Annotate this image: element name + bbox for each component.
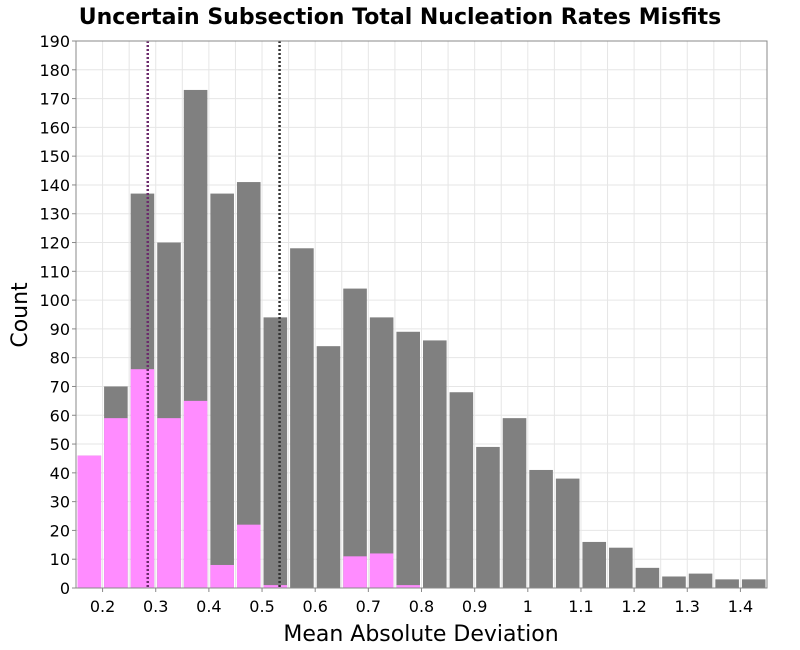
x-tick-label: 1.3 — [675, 597, 700, 616]
histogram-bar-gray — [423, 340, 447, 588]
histogram-bar-gray — [210, 193, 234, 588]
bars — [77, 89, 766, 589]
x-tick-label: 0.8 — [409, 597, 434, 616]
x-tick-label: 0.2 — [90, 597, 115, 616]
y-tick-label: 80 — [50, 349, 70, 368]
x-tick-label: 0.7 — [356, 597, 381, 616]
histogram-bar-pink — [396, 585, 420, 588]
histogram-bar-gray — [555, 478, 580, 588]
histogram-bar-pink — [236, 524, 261, 588]
x-tick-label: 0.4 — [196, 597, 221, 616]
y-tick-label: 30 — [50, 493, 70, 512]
histogram-bar-pink — [369, 553, 394, 588]
histogram-bar-gray — [316, 346, 341, 588]
histogram-bar-gray — [715, 579, 739, 588]
histogram-bar-pink — [343, 556, 367, 588]
histogram-bar-pink — [104, 418, 128, 588]
y-tick-label: 20 — [50, 521, 70, 540]
y-tick-label: 60 — [50, 406, 70, 425]
histogram-bar-gray — [741, 579, 766, 588]
y-tick-label: 50 — [50, 435, 70, 454]
histogram-bar-gray — [529, 469, 553, 588]
histogram-bar-gray — [290, 248, 314, 588]
histogram-bar-pink — [77, 455, 102, 588]
x-tick-label: 0.3 — [143, 597, 168, 616]
y-tick-label: 170 — [39, 90, 70, 109]
x-axis-label: Mean Absolute Deviation — [283, 622, 558, 647]
histogram-bar-gray — [449, 392, 474, 588]
histogram-bar-gray — [476, 446, 500, 588]
y-tick-label: 110 — [39, 262, 70, 281]
y-tick-label: 140 — [39, 176, 70, 195]
histogram-bar-pink — [210, 564, 234, 588]
y-tick-label: 180 — [39, 61, 70, 80]
x-tick-label: 0.5 — [249, 597, 274, 616]
histogram-bar-gray — [635, 567, 660, 588]
y-tick-label: 90 — [50, 320, 70, 339]
x-tick-label: 1.1 — [568, 597, 593, 616]
histogram-bar-gray — [343, 288, 367, 588]
chart-title: Uncertain Subsection Total Nucleation Ra… — [79, 5, 721, 30]
y-axis-ticks: 0 10 20 30 40 50 60 70 80 90 100 110 120 130 140 150 160… — [39, 32, 76, 598]
histogram-bar-gray — [369, 317, 394, 588]
y-tick-label: 160 — [39, 118, 70, 137]
histogram-bar-gray — [236, 182, 261, 588]
y-tick-label: 100 — [39, 291, 70, 310]
histogram-bar-gray — [263, 317, 288, 588]
y-axis-label: Count — [8, 282, 33, 348]
x-tick-label: 0.6 — [302, 597, 327, 616]
y-tick-label: 10 — [50, 550, 70, 569]
histogram-bar-gray — [688, 573, 713, 588]
x-axis-ticks: 0.2 0.3 0.4 0.5 0.6 0.7 0.8 0.9 1 1.1 1.2 1.3 1.4 — [90, 588, 753, 616]
x-tick-label: 1 — [523, 597, 533, 616]
y-tick-label: 70 — [50, 377, 70, 396]
y-tick-label: 0 — [60, 579, 70, 598]
grid — [75, 40, 767, 589]
histogram-bar-gray — [396, 331, 420, 588]
histogram-bar-gray — [662, 576, 686, 588]
histogram-bar-pink — [183, 400, 208, 588]
histogram-bar-pink — [157, 418, 181, 588]
x-tick-label: 1.2 — [621, 597, 646, 616]
x-tick-label: 1.4 — [728, 597, 753, 616]
y-tick-label: 120 — [39, 234, 70, 253]
histogram-bar-gray — [502, 418, 527, 588]
histogram-bar-gray — [609, 547, 633, 588]
x-tick-label: 0.9 — [462, 597, 487, 616]
y-tick-label: 130 — [39, 205, 70, 224]
reference-lines — [146, 41, 281, 588]
histogram-bar-pink — [263, 585, 288, 588]
y-tick-label: 190 — [39, 32, 70, 51]
y-tick-label: 150 — [39, 147, 70, 166]
histogram-bar-pink — [130, 369, 155, 588]
histogram-bar-gray — [582, 541, 607, 588]
y-tick-label: 40 — [50, 464, 70, 483]
